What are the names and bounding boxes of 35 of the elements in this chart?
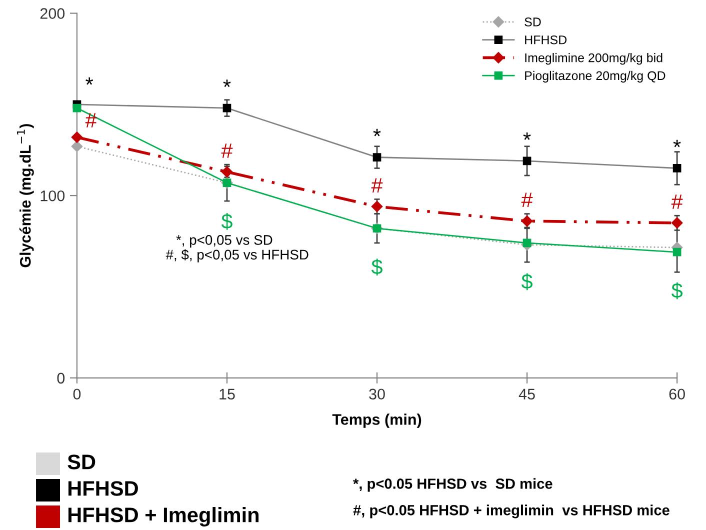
legend-label: SD [524, 18, 541, 26]
text: *, p<0.05 HFHSD vs SD mice [353, 478, 552, 492]
x-tick-label: 30 [369, 388, 385, 400]
x-axis-title: Temps (min) [332, 414, 422, 428]
annotation: $ [221, 213, 232, 230]
text: SD [68, 454, 96, 470]
legend-label: Imeglimine 200mg/kg bid [525, 53, 662, 65]
annotation: # [221, 144, 233, 158]
annotation: # [521, 192, 533, 208]
annotation: *, p<0,05 vs SD [176, 235, 272, 248]
annotation: $ [521, 273, 532, 290]
text: #, p<0.05 HFHSD + imeglimin vs HFHSD mice [353, 504, 670, 518]
text: HFHSD + Imeglimin [68, 506, 259, 527]
annotation: # [671, 194, 683, 209]
y-axis-title: Glycémie (mg.dL$^{−1}$) [16, 124, 34, 268]
annotation: * [673, 140, 681, 148]
annotation: $ [671, 282, 683, 300]
annotation: # [85, 113, 97, 128]
y-tick-label: 200 [40, 8, 65, 19]
annotation: * [523, 132, 531, 140]
legend-label: Pioglitazone 20mg/kg QD [525, 70, 666, 83]
annotation: * [373, 128, 381, 136]
x-tick-label: 0 [73, 388, 81, 400]
annotation: # [371, 178, 383, 192]
x-tick-label: 15 [220, 388, 235, 400]
y-tick-label: 100 [40, 190, 65, 202]
x-tick-label: 45 [518, 388, 535, 400]
x-tick-label: 60 [669, 388, 685, 400]
annotation: * [86, 77, 94, 85]
text: HFHSD [68, 481, 138, 496]
legend-label: HFHSD [525, 35, 567, 44]
annotation: #, $, p<0,05 vs HFHSD [166, 249, 308, 262]
y-tick-label: 0 [57, 372, 65, 384]
annotation: * [223, 80, 231, 87]
annotation: $ [371, 258, 382, 276]
